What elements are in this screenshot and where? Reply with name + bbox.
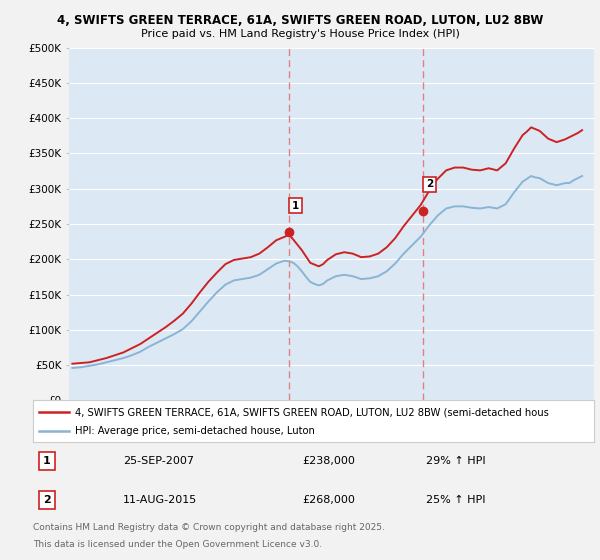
Text: 4, SWIFTS GREEN TERRACE, 61A, SWIFTS GREEN ROAD, LUTON, LU2 8BW: 4, SWIFTS GREEN TERRACE, 61A, SWIFTS GRE…	[57, 14, 543, 27]
Text: This data is licensed under the Open Government Licence v3.0.: This data is licensed under the Open Gov…	[33, 540, 322, 549]
Text: 2: 2	[43, 495, 51, 505]
Text: 1: 1	[43, 456, 51, 466]
Text: 2: 2	[426, 180, 433, 189]
Text: 29% ↑ HPI: 29% ↑ HPI	[426, 456, 485, 466]
Text: Price paid vs. HM Land Registry's House Price Index (HPI): Price paid vs. HM Land Registry's House …	[140, 29, 460, 39]
Text: £238,000: £238,000	[302, 456, 355, 466]
Text: £268,000: £268,000	[302, 495, 355, 505]
Text: HPI: Average price, semi-detached house, Luton: HPI: Average price, semi-detached house,…	[75, 426, 315, 436]
Text: 1: 1	[292, 200, 299, 211]
Text: 25% ↑ HPI: 25% ↑ HPI	[426, 495, 485, 505]
Text: Contains HM Land Registry data © Crown copyright and database right 2025.: Contains HM Land Registry data © Crown c…	[33, 523, 385, 532]
Text: 11-AUG-2015: 11-AUG-2015	[123, 495, 197, 505]
Text: 25-SEP-2007: 25-SEP-2007	[123, 456, 194, 466]
Text: 4, SWIFTS GREEN TERRACE, 61A, SWIFTS GREEN ROAD, LUTON, LU2 8BW (semi-detached h: 4, SWIFTS GREEN TERRACE, 61A, SWIFTS GRE…	[75, 407, 549, 417]
